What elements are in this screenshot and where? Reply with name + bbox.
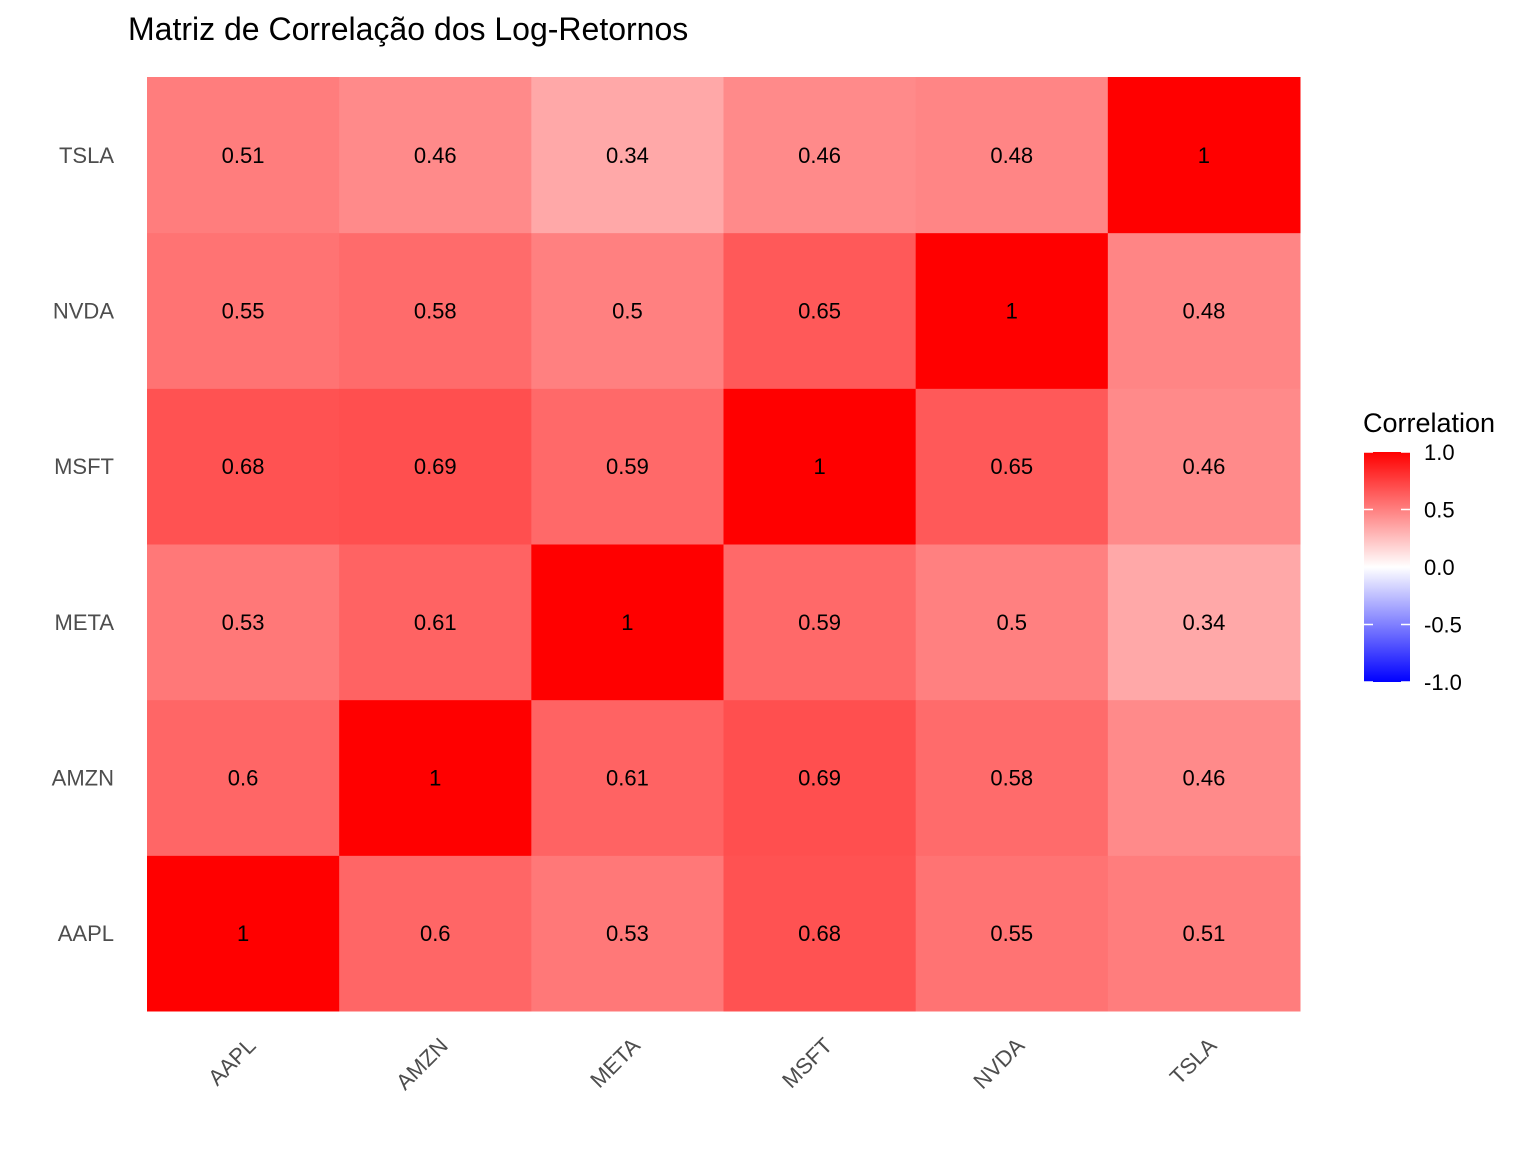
cell-value-label: 0.58 [990,766,1033,791]
cell-value-label: 0.48 [1183,299,1226,324]
y-tick-label-nvda: NVDA [53,299,114,324]
cell-value-label: 0.68 [798,921,841,946]
cell-value-label: 0.61 [414,610,457,635]
cell-value-label: 0.46 [1183,766,1226,791]
cell-value-label: 0.34 [1183,610,1226,635]
color-legend: Correlation 1.0 0.5 0.0 -0.5 -1.0 [1363,408,1495,695]
heatmap-cell-meta-nvda [531,232,724,389]
cell-value-label: 0.5 [996,610,1027,635]
legend-tick-label: 1.0 [1424,440,1455,465]
heatmap-cell-aapl-nvda [147,232,340,389]
x-axis-tick-labels: AAPL AMZN META MSFT NVDA TSLA [203,1033,1222,1095]
legend-tick-label: -0.5 [1424,613,1462,638]
heatmap-cell-amzn-meta [339,544,532,701]
cell-value-label: 0.59 [798,610,841,635]
y-tick-label-amzn: AMZN [52,766,114,791]
legend-ticks: 1.0 0.5 0.0 -0.5 -1.0 [1364,440,1462,695]
heatmap-cell-nvda-meta [915,544,1109,701]
cell-value-label: 0.51 [222,143,265,168]
cell-value-label: 0.46 [1183,454,1226,479]
heatmap-cell-tsla-msft [1107,388,1301,545]
x-tick-label-meta: META [585,1033,645,1093]
heatmap-cell-meta-tsla [531,77,724,234]
heatmap-cell-aapl-tsla [147,77,340,234]
chart-title: Matriz de Correlação dos Log-Retornos [128,11,688,47]
heatmap-cell-nvda-amzn [915,699,1109,856]
heatmap-cell-meta-msft [531,388,724,545]
heatmap-cell-tsla-meta [1107,544,1301,701]
heatmap-cell-amzn-msft [339,388,532,545]
heatmap-cell-meta-meta [531,544,724,701]
cell-value-label: 0.68 [222,454,265,479]
x-tick-label-msft: MSFT [777,1033,837,1093]
heatmap-cell-nvda-msft [915,388,1109,545]
heatmap-cell-aapl-msft [147,388,340,545]
x-tick-label-tsla: TSLA [1165,1033,1222,1090]
cell-value-label: 0.61 [606,766,649,791]
cell-value-label: 0.53 [222,610,265,635]
heatmap-cell-nvda-nvda [915,232,1109,389]
heatmap-cell-msft-nvda [723,232,917,389]
heatmap-cell-msft-msft [723,388,917,545]
cell-value-label: 1 [813,454,825,479]
legend-tick-label: 0.0 [1424,555,1455,580]
heatmap-cell-nvda-tsla [915,77,1109,234]
legend-tick-label: 0.5 [1424,498,1455,523]
cell-value-label: 0.55 [222,299,265,324]
cell-value-label: 0.58 [414,299,457,324]
heatmap-cells [147,77,1301,1012]
heatmap-cell-meta-amzn [531,699,724,856]
heatmap-cell-tsla-amzn [1107,699,1301,856]
cell-value-label: 0.6 [228,766,259,791]
cell-value-label: 0.55 [990,921,1033,946]
y-axis-tick-labels: AAPL AMZN META MSFT NVDA TSLA [52,143,115,946]
x-tick-label-nvda: NVDA [968,1033,1029,1094]
cell-value-label: 0.34 [606,143,649,168]
legend-title: Correlation [1363,408,1495,438]
heatmap-cell-amzn-amzn [339,699,532,856]
heatmap-cell-amzn-aapl [339,855,532,1012]
heatmap-cell-aapl-meta [147,544,340,701]
heatmap-cell-msft-meta [723,544,917,701]
cell-value-label: 1 [621,610,633,635]
cell-value-label: 0.6 [420,921,451,946]
cell-value-label: 1 [237,921,249,946]
x-tick-label-aapl: AAPL [203,1033,260,1090]
x-tick-label-amzn: AMZN [391,1033,453,1095]
cell-value-label: 0.46 [798,143,841,168]
cell-value-label: 1 [429,766,441,791]
cell-value-label: 1 [1198,143,1210,168]
heatmap-cell-amzn-tsla [339,77,532,234]
cell-value-label: 0.69 [414,454,457,479]
y-tick-label-tsla: TSLA [59,143,114,168]
heatmap-cell-msft-amzn [723,699,917,856]
cell-value-label: 0.51 [1183,921,1226,946]
heatmap-cell-meta-aapl [531,855,724,1012]
heatmap-cell-aapl-aapl [147,855,340,1012]
legend-tick-label: -1.0 [1424,670,1462,695]
y-tick-label-meta: META [55,610,115,635]
cell-value-label: 0.5 [612,299,643,324]
heatmap-cell-tsla-nvda [1107,232,1301,389]
cell-value-label: 0.53 [606,921,649,946]
cell-value-label: 1 [1006,299,1018,324]
cell-value-label: 0.65 [990,454,1033,479]
heatmap-cell-labels: 10.60.530.680.550.510.610.610.690.580.46… [222,143,1226,946]
heatmap-cell-amzn-nvda [339,232,532,389]
heatmap-cell-tsla-aapl [1107,855,1301,1012]
heatmap-cell-nvda-aapl [915,855,1109,1012]
cell-value-label: 0.48 [990,143,1033,168]
heatmap-cell-msft-tsla [723,77,917,234]
cell-value-label: 0.59 [606,454,649,479]
cell-value-label: 0.65 [798,299,841,324]
heatmap-cell-msft-aapl [723,855,917,1012]
heatmap-cell-aapl-amzn [147,699,340,856]
y-tick-label-msft: MSFT [54,454,114,479]
cell-value-label: 0.69 [798,766,841,791]
heatmap-cell-tsla-tsla [1107,77,1301,234]
cell-value-label: 0.46 [414,143,457,168]
y-tick-label-aapl: AAPL [58,921,114,946]
